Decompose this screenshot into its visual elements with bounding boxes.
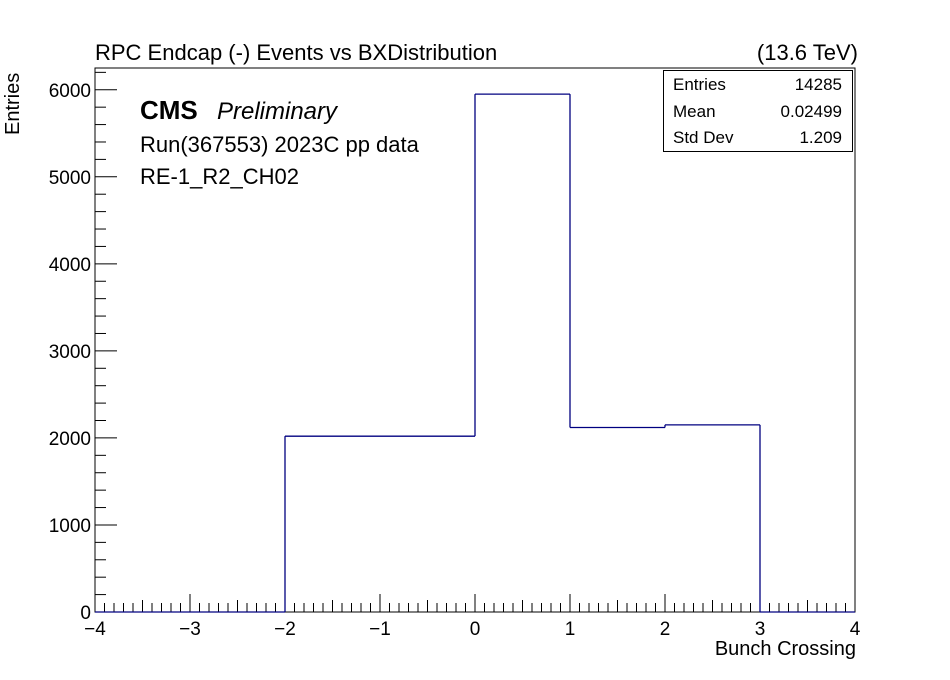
y-tick-label: 2000 [49,429,91,450]
x-tick-label: −1 [369,619,391,640]
x-tick-label: −4 [84,619,106,640]
y-tick-label: 0 [80,603,91,624]
stats-row-stddev: Std Dev 1.209 [664,128,852,152]
x-tick-label: 2 [660,619,671,640]
x-axis-label: Bunch Crossing [714,638,856,660]
stats-mean-value: 0.02499 [780,102,842,121]
stats-entries-name: Entries [673,75,726,94]
y-axis-label: Entries [2,72,24,135]
y-tick-label: 3000 [49,342,91,363]
y-tick-label: 6000 [49,81,91,102]
chamber-label: RE-1_R2_CH02 [140,164,299,189]
x-tick-label: 4 [850,619,861,640]
x-tick-label: −3 [179,619,201,640]
preliminary-label: Preliminary [217,98,338,125]
stats-mean-name: Mean [673,102,716,121]
x-tick-label: 1 [565,619,576,640]
run-label: Run(367553) 2023C pp data [140,132,419,157]
stats-row-mean: Mean 0.02499 [664,102,852,126]
stats-entries-value: 14285 [794,75,842,94]
plot-title: RPC Endcap (-) Events vs BXDistribution [95,40,498,65]
histogram-bins [95,93,855,613]
axes: −4 −3 −2 −1 0 1 2 3 4 0 1000 2000 3000 4000 5000 6000 [49,67,861,640]
x-tick-label: 3 [755,619,766,640]
cms-label: CMS [140,95,198,125]
stats-stddev-name: Std Dev [673,128,734,147]
y-tick-label: 4000 [49,255,91,276]
stats-stddev-value: 1.209 [799,128,842,147]
stats-row-entries: Entries 14285 [664,75,852,99]
stats-box: Entries 14285 Mean 0.02499 Std Dev 1.209 [663,70,853,152]
x-tick-label: 0 [470,619,481,640]
x-tick-label: −2 [274,619,296,640]
energy-label: (13.6 TeV) [756,40,858,65]
y-tick-label: 5000 [49,168,91,189]
y-tick-label: 1000 [49,516,91,537]
